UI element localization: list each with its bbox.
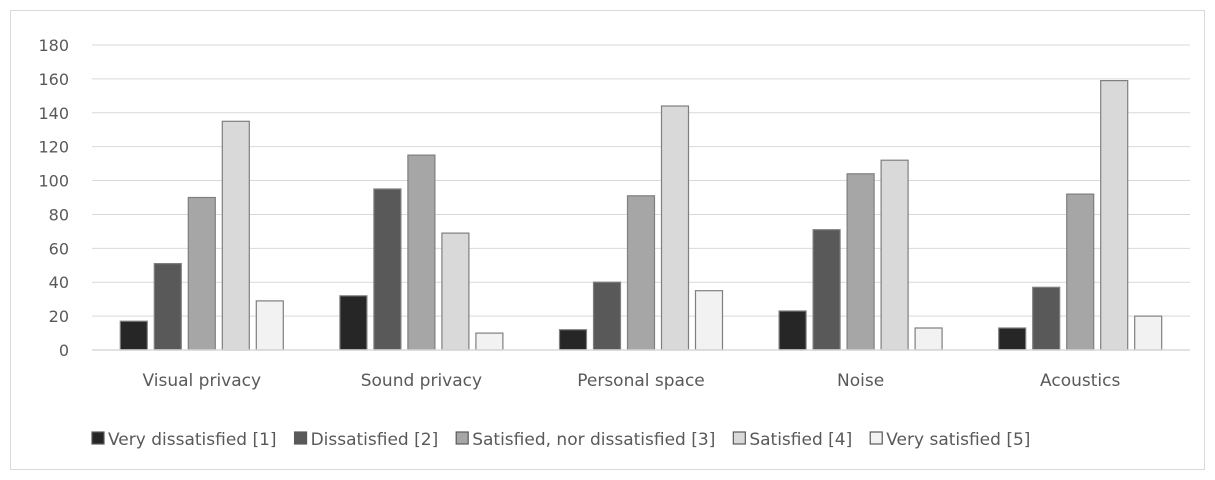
- bar: [187, 196, 216, 351]
- gridlines: [92, 44, 1190, 317]
- bar: [441, 232, 470, 351]
- legend-item: Very satisfied [5]: [869, 430, 1030, 450]
- y-tick-label: 100: [38, 172, 69, 191]
- legend-label: Very dissatisfied [1]: [108, 430, 277, 450]
- bar: [255, 300, 284, 351]
- legend: Very dissatisfied [1] Dissatisfied [2] Sat…: [91, 430, 1030, 450]
- y-tick-label: 140: [38, 104, 69, 123]
- y-tick-label: 20: [49, 307, 69, 326]
- legend-swatch: [455, 431, 469, 445]
- y-tick-label: 120: [38, 138, 69, 157]
- bar: [812, 229, 841, 351]
- bar: [153, 263, 182, 351]
- legend-item: Very dissatisfied [1]: [91, 430, 277, 450]
- legend-swatch: [91, 431, 105, 445]
- legend-label: Satisfied, nor dissatisfied [3]: [472, 430, 715, 450]
- legend-item: Dissatisfied [2]: [293, 430, 439, 450]
- bar: [339, 295, 368, 351]
- bar: [373, 188, 402, 351]
- y-tick-label: 80: [49, 205, 69, 224]
- y-tick-label: 60: [49, 239, 69, 258]
- legend-label: Very satisfied [5]: [886, 430, 1030, 450]
- x-axis-categories: Visual privacy Sound privacy Personal spac…: [143, 371, 1121, 391]
- y-tick-label: 0: [59, 341, 69, 360]
- bar: [1066, 193, 1095, 351]
- legend-label: Satisfied [4]: [749, 430, 852, 450]
- y-tick-label: 160: [38, 70, 69, 89]
- bar: [846, 173, 875, 351]
- x-category-label: Sound privacy: [361, 371, 482, 391]
- y-axis-ticks: 0 20 40 60 80 100 120 140 160 180: [38, 36, 69, 360]
- bar: [694, 290, 724, 351]
- bar: [1134, 315, 1163, 351]
- legend-swatch: [732, 431, 746, 445]
- legend-item: Satisfied [4]: [732, 430, 852, 450]
- x-category-label: Visual privacy: [143, 371, 262, 391]
- bar: [626, 195, 656, 351]
- bar: [1100, 79, 1129, 351]
- bar-chart: 0 20 40 60 80 100 120 140 160 180 Visual privacy S…: [38, 36, 1190, 450]
- y-tick-label: 180: [38, 36, 69, 55]
- bar: [592, 281, 622, 351]
- y-tick-label: 40: [49, 273, 69, 292]
- bars: [119, 79, 1163, 351]
- legend-label: Dissatisfied [2]: [311, 430, 439, 450]
- bar: [475, 332, 504, 351]
- x-category-label: Acoustics: [1040, 371, 1120, 391]
- bar: [221, 120, 250, 351]
- legend-swatch: [293, 431, 308, 445]
- bar: [558, 329, 588, 351]
- chart-area: 0 20 40 60 80 100 120 140 160 180 Visual privacy S…: [10, 10, 1205, 470]
- bar: [660, 105, 690, 351]
- bar: [1032, 286, 1061, 351]
- x-category-label: Noise: [837, 371, 884, 391]
- x-category-label: Personal space: [577, 371, 705, 391]
- bar: [119, 320, 148, 351]
- legend-item: Satisfied, nor dissatisfied [3]: [455, 430, 715, 450]
- legend-swatch: [869, 431, 883, 445]
- bar: [880, 159, 909, 351]
- bar: [914, 327, 943, 351]
- bar: [778, 310, 807, 351]
- bar: [407, 154, 436, 351]
- bar: [998, 327, 1027, 351]
